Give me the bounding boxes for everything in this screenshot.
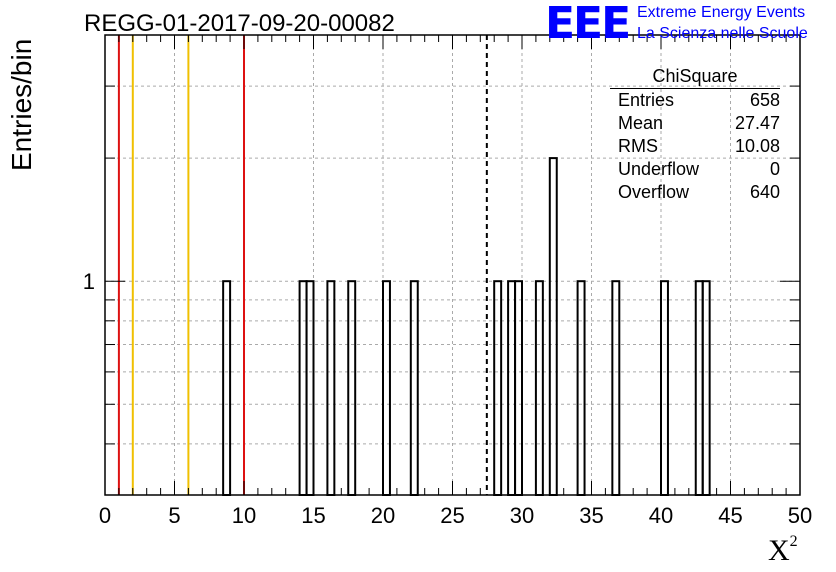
stats-box: ChiSquare Entries 658 Mean 27.47 RMS 10.08 … bbox=[610, 65, 780, 204]
stats-row-entries: Entries 658 bbox=[610, 89, 780, 112]
x-tick-label: 40 bbox=[649, 503, 673, 528]
histogram-bin bbox=[694, 280, 704, 497]
axes: 0 5 10 15 20 25 30 35 40 45 50 1 bbox=[83, 34, 812, 528]
x-tick-label: 35 bbox=[579, 503, 603, 528]
stats-value: 658 bbox=[749, 90, 780, 110]
histogram-bin bbox=[409, 280, 419, 497]
stats-label: Underflow bbox=[618, 159, 700, 179]
histogram-bin bbox=[514, 280, 523, 497]
x-axis-label-superscript: 2 bbox=[789, 533, 798, 550]
x-tick-label: 20 bbox=[371, 503, 395, 528]
eee-logo: EEE bbox=[545, 0, 631, 49]
stats-value: 640 bbox=[749, 182, 780, 202]
stats-label: Overflow bbox=[618, 182, 690, 202]
histogram-bin bbox=[534, 280, 544, 497]
x-tick-label: 45 bbox=[718, 503, 742, 528]
x-axis-label: X2 bbox=[768, 533, 798, 568]
stats-label: Mean bbox=[618, 113, 664, 133]
histogram-bin bbox=[298, 280, 308, 497]
histogram-bin bbox=[611, 280, 621, 497]
histogram-bin bbox=[382, 280, 391, 497]
logo-subtitle-line2: La Scienza nelle Scuole bbox=[637, 25, 808, 42]
stats-value: 10.08 bbox=[734, 136, 780, 156]
stats-row-rms: RMS 10.08 bbox=[610, 135, 780, 158]
stats-label: RMS bbox=[618, 136, 658, 156]
reference-lines bbox=[117, 35, 488, 495]
histogram-bin bbox=[222, 280, 232, 497]
x-tick-label: 15 bbox=[301, 503, 325, 528]
chart-title: REGG-01-2017-09-20-00082 bbox=[84, 10, 395, 37]
stats-row-overflow: Overflow 640 bbox=[610, 181, 780, 204]
stats-row-mean: Mean 27.47 bbox=[610, 112, 780, 135]
stats-row-underflow: Underflow 0 bbox=[610, 158, 780, 181]
x-tick-label: 50 bbox=[788, 503, 812, 528]
histogram-bin bbox=[347, 280, 357, 497]
histogram-bin bbox=[326, 280, 336, 497]
logo-subtitle-line1: Extreme Energy Events bbox=[637, 4, 806, 21]
stats-title: ChiSquare bbox=[610, 65, 780, 89]
histogram-bin bbox=[548, 157, 558, 497]
histogram-bin bbox=[507, 280, 517, 497]
stats-label: Entries bbox=[618, 90, 675, 110]
stats-value: 27.47 bbox=[734, 113, 780, 133]
x-tick-label: 10 bbox=[232, 503, 256, 528]
stats-value: 0 bbox=[769, 159, 780, 179]
histogram-bin bbox=[701, 280, 711, 497]
x-axis-label-base: X bbox=[768, 534, 790, 567]
histogram-bin bbox=[493, 280, 503, 497]
x-tick-label: 30 bbox=[510, 503, 534, 528]
y-axis-label: Entries/bin bbox=[6, 38, 37, 171]
histogram-bin bbox=[576, 280, 586, 497]
histogram-bin bbox=[660, 280, 669, 497]
y-tick-label: 1 bbox=[83, 269, 95, 294]
histogram-bars bbox=[222, 157, 711, 497]
x-tick-label: 25 bbox=[440, 503, 464, 528]
x-tick-label: 5 bbox=[168, 503, 180, 528]
x-tick-label: 0 bbox=[99, 503, 111, 528]
histogram-bin bbox=[305, 280, 315, 497]
